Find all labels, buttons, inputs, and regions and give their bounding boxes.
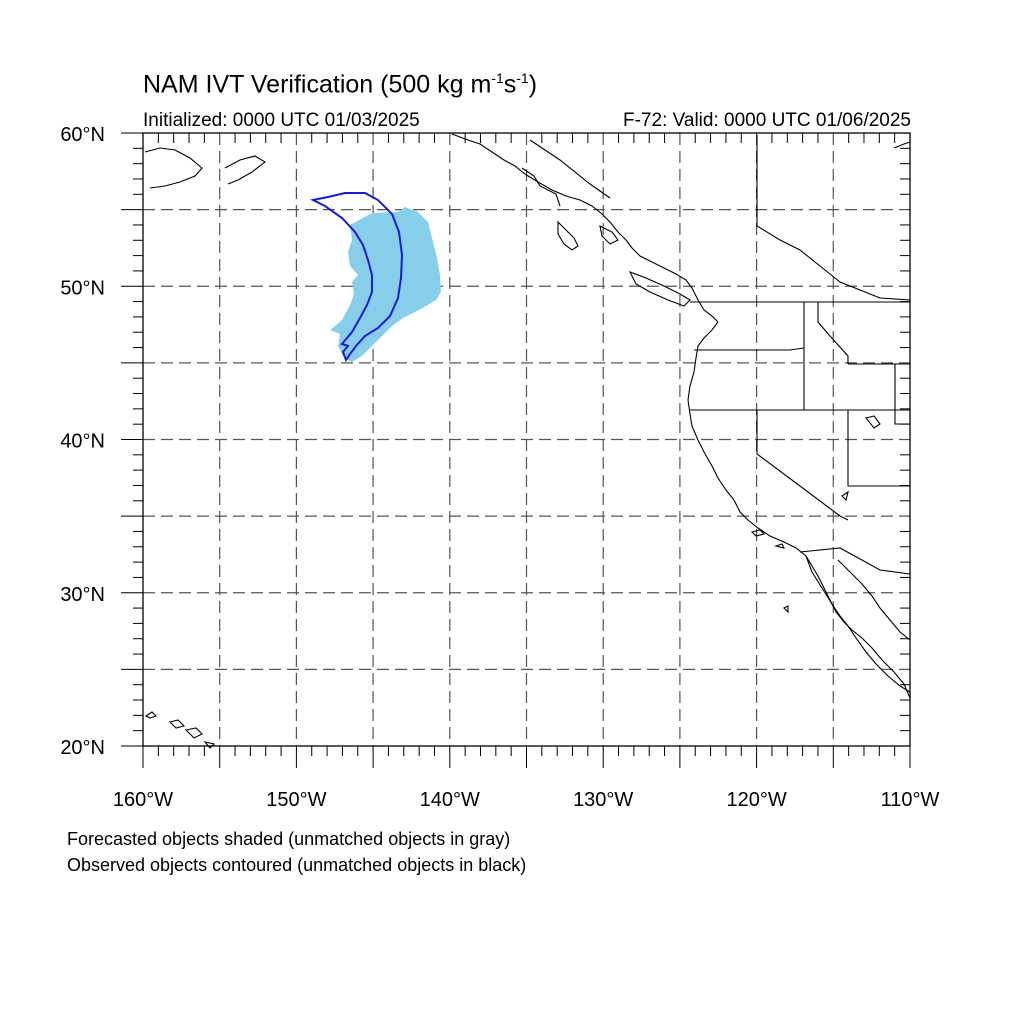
observed-object-contour xyxy=(309,192,404,363)
latitude-labels: 60°N 50°N 40°N 30°N 20°N xyxy=(60,124,105,759)
initialized-time: Initialized: 0000 UTC 01/03/2025 xyxy=(143,110,420,131)
lon-label: 130°W xyxy=(573,789,633,811)
coastlines-and-borders xyxy=(144,133,911,749)
grid-lines xyxy=(143,133,910,746)
lon-label: 110°W xyxy=(881,789,940,811)
note-forecast: Forecasted objects shaded (unmatched obj… xyxy=(67,829,511,849)
valid-time: F-72: Valid: 0000 UTC 01/06/2025 xyxy=(623,110,911,131)
lat-label: 60°N xyxy=(60,124,105,146)
legend-notes: Forecasted objects shaded (unmatched obj… xyxy=(67,826,526,878)
axis-ticks xyxy=(121,132,911,768)
lon-label: 150°W xyxy=(266,789,326,811)
title-sup-2: -1 xyxy=(516,70,529,86)
note-observed: Observed objects contoured (unmatched ob… xyxy=(67,855,527,875)
longitude-labels: 160°W 150°W 140°W 130°W 120°W 110°W xyxy=(113,789,940,811)
lat-label: 40°N xyxy=(60,431,105,453)
lon-label: 120°W xyxy=(726,789,786,811)
page-title: NAM IVT Verification (500 kg m-1s-1) xyxy=(143,70,537,99)
title-sup-1: -1 xyxy=(491,70,504,86)
title-text: NAM IVT Verification (500 kg m xyxy=(143,70,492,99)
lat-label: 30°N xyxy=(60,584,105,606)
title-end: ) xyxy=(528,70,538,99)
title-mid: s xyxy=(503,70,517,99)
lat-label: 20°N xyxy=(60,737,105,759)
lon-label: 140°W xyxy=(420,789,480,811)
lat-label: 50°N xyxy=(60,277,105,299)
lon-label: 160°W xyxy=(113,789,173,811)
